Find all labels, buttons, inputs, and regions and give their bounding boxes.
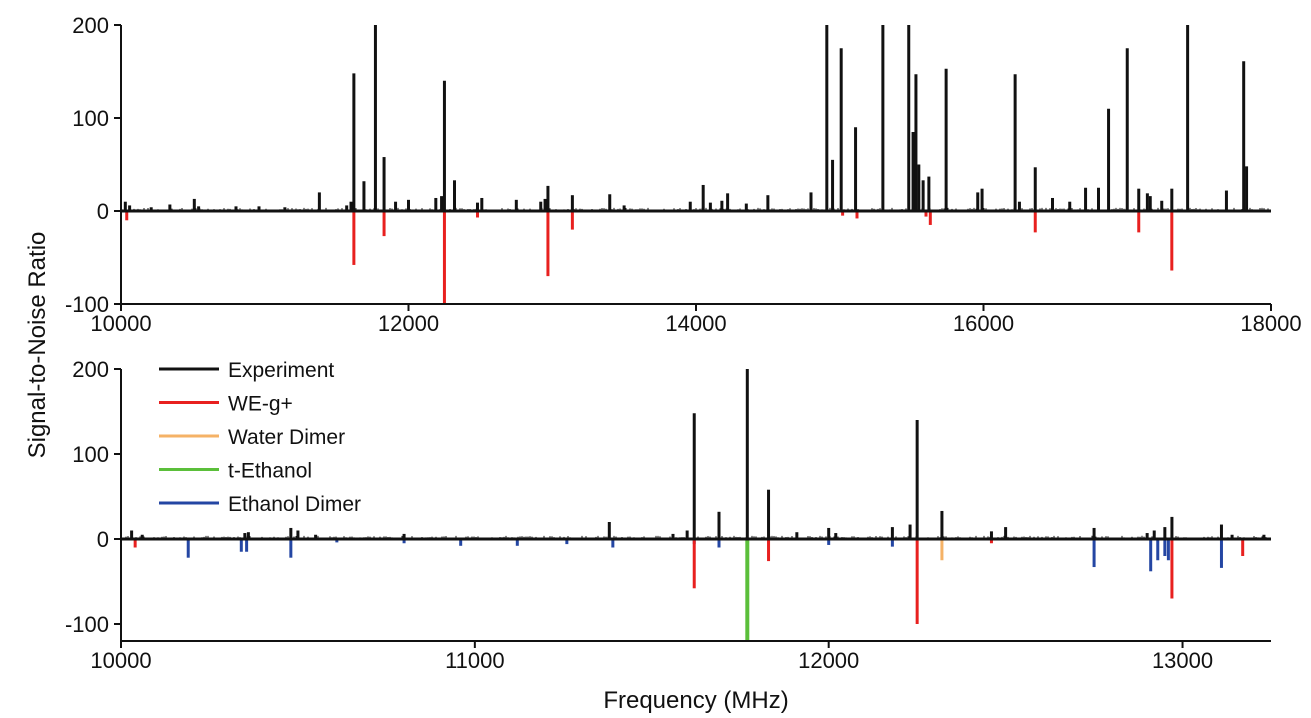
y-tick-label: 100 xyxy=(72,106,109,131)
x-tick-label: 16000 xyxy=(953,311,1014,336)
series-experiment xyxy=(123,25,1249,211)
series-experiment xyxy=(130,369,1266,539)
legend-item-t-ethanol: t-Ethanol xyxy=(159,460,312,483)
legend: Experiment WE-g+ Water Dimer t-Ethanol Ethan… xyxy=(159,359,361,516)
x-tick-label: 13000 xyxy=(1152,648,1213,673)
bottom-panel: -100 0 100 200 10000 11000 12000 13000 xyxy=(65,357,1271,673)
legend-label: Experiment xyxy=(228,359,334,382)
series-we-g xyxy=(125,211,1174,304)
series-ethanol-dimer xyxy=(186,539,1223,572)
legend-item-we-g: WE-g+ xyxy=(159,393,293,416)
legend-item-experiment: Experiment xyxy=(159,359,334,382)
x-tick-label: 12000 xyxy=(378,311,439,336)
legend-label: WE-g+ xyxy=(228,393,293,416)
y-axis-title: Signal-to-Noise Ratio xyxy=(24,232,51,459)
x-tick-label: 10000 xyxy=(90,311,151,336)
x-tick-label: 10000 xyxy=(90,648,151,673)
x-tick-label: 14000 xyxy=(665,311,726,336)
legend-label: Ethanol Dimer xyxy=(228,493,361,516)
x-tick-label: 18000 xyxy=(1240,311,1301,336)
y-tick-label: 200 xyxy=(72,357,109,382)
y-tick-label: -100 xyxy=(65,292,109,317)
y-tick-label: 100 xyxy=(72,442,109,467)
top-panel: -100 0 100 200 10000 12000 14000 16000 18000 xyxy=(65,13,1302,336)
legend-label: Water Dimer xyxy=(228,426,345,449)
x-tick-label: 12000 xyxy=(798,648,859,673)
y-tick-label: -100 xyxy=(65,612,109,637)
y-tick-label: 200 xyxy=(72,13,109,38)
legend-label: t-Ethanol xyxy=(228,460,312,483)
series-we-g xyxy=(133,539,1245,624)
y-tick-label: 0 xyxy=(97,199,109,224)
y-tick-label: 0 xyxy=(97,527,109,552)
legend-item-ethanol-dimer: Ethanol Dimer xyxy=(159,493,361,516)
legend-item-water-dimer: Water Dimer xyxy=(159,426,345,449)
x-tick-label: 11000 xyxy=(445,648,505,673)
x-axis-title: Frequency (MHz) xyxy=(603,687,788,714)
